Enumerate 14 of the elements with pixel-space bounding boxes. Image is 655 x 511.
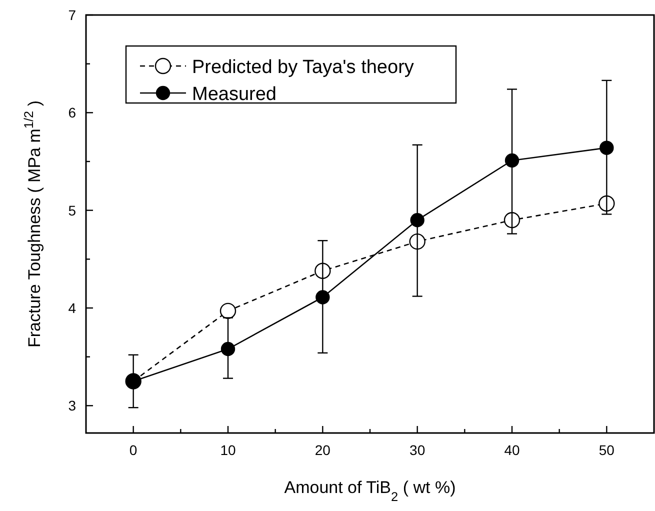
x-tick-label: 0: [129, 442, 138, 458]
x-tick-label: 20: [314, 442, 331, 458]
legend-label: Predicted by Taya's theory: [192, 57, 414, 78]
x-tick-label: 50: [598, 442, 615, 458]
y-tick-label: 4: [68, 300, 76, 316]
y-tick-label: 3: [68, 398, 76, 414]
x-tick-label: 30: [410, 442, 426, 458]
y-tick-label: 7: [68, 7, 76, 23]
x-axis-title: Amount of TiB$_{2}$ ( wt %): [284, 478, 456, 504]
y-tick-label: 5: [68, 202, 76, 218]
x-tick-label: 40: [504, 442, 520, 458]
y-tick-label: 6: [68, 104, 76, 121]
x-tick-label: 10: [220, 442, 236, 458]
legend-label: Measured: [192, 84, 276, 105]
